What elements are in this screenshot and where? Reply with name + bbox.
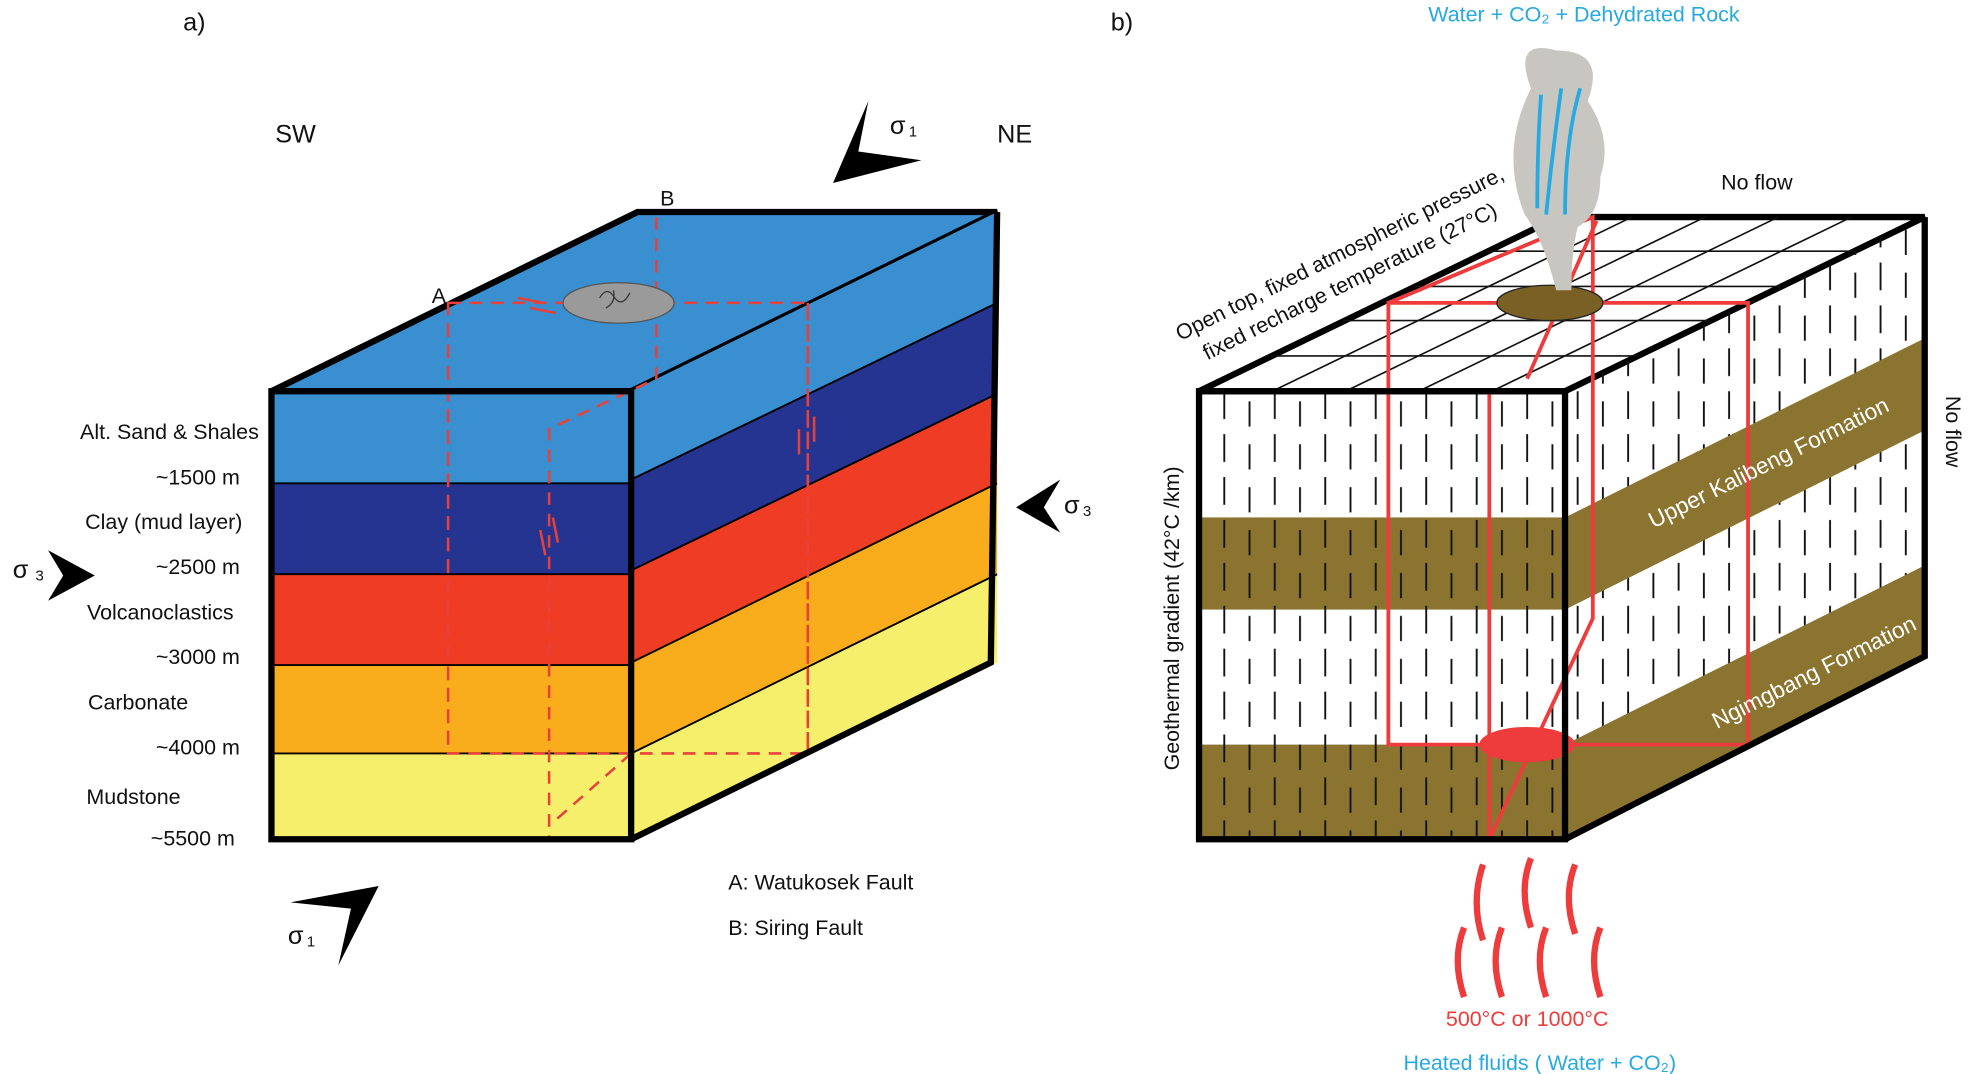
legend-entry: A: Watukosek Fault — [728, 871, 913, 895]
stress-index: 3 — [1083, 503, 1091, 520]
stress-arrow — [290, 886, 378, 966]
boundary-label: Geothermal gradient (42°C /km) — [1160, 466, 1184, 770]
mud-volcano — [1497, 285, 1603, 320]
source-temperature: 500°C or 1000°C — [1446, 1007, 1609, 1031]
stress-index: 1 — [909, 123, 917, 140]
layer-name: Carbonate — [88, 690, 188, 714]
stress-symbol: σ — [890, 112, 906, 140]
layer-name: Alt. Sand & Shales — [80, 420, 259, 444]
fault-point: A — [432, 284, 447, 308]
fault-point: B — [660, 187, 674, 211]
boundary-label: No flow — [1721, 170, 1793, 194]
source-label: Heated fluids ( Water + CO₂) — [1403, 1051, 1676, 1074]
boundary-label: No flow — [1941, 396, 1965, 468]
layer-depth: ~4000 m — [156, 736, 240, 760]
panel-a: a) SW NE A B Alt. Sand & Shales ~1500 m … — [13, 8, 1092, 965]
heat-source — [1479, 727, 1575, 762]
stress-index: 3 — [35, 568, 43, 585]
layer-depth: ~5500 m — [151, 827, 235, 851]
layer-depth: ~1500 m — [156, 466, 240, 490]
layer-name: Clay (mud layer) — [85, 510, 242, 534]
stress-arrow — [48, 550, 95, 600]
layer — [271, 483, 631, 574]
stress-symbol: σ — [288, 922, 304, 950]
direction: SW — [275, 121, 316, 149]
stress-arrow — [1016, 480, 1060, 533]
layer-depth: ~2500 m — [156, 555, 240, 579]
mud-volcano — [563, 283, 674, 323]
figure: a) SW NE A B Alt. Sand & Shales ~1500 m … — [0, 0, 1969, 1074]
layer — [271, 391, 631, 483]
panel-b: b) Water + CO₂ + Dehydrated Rock No flow… — [1111, 2, 1965, 1074]
legend-entry: B: Siring Fault — [728, 916, 863, 940]
stress-symbol: σ — [13, 556, 29, 584]
layer — [271, 665, 631, 753]
stress-symbol: σ — [1064, 492, 1080, 520]
heat-arrows — [1458, 858, 1601, 997]
output-label: Water + CO₂ + Dehydrated Rock — [1428, 2, 1740, 26]
layer — [271, 753, 631, 839]
stress-arrow — [833, 101, 921, 183]
layer-name: Volcanoclastics — [87, 601, 234, 625]
panel-label: b) — [1111, 8, 1133, 36]
layer-name: Mudstone — [86, 785, 180, 809]
layer — [271, 574, 631, 665]
layer-depth: ~3000 m — [156, 645, 240, 669]
stress-index: 1 — [307, 934, 315, 951]
panel-label: a) — [183, 8, 205, 36]
direction: NE — [997, 121, 1032, 149]
